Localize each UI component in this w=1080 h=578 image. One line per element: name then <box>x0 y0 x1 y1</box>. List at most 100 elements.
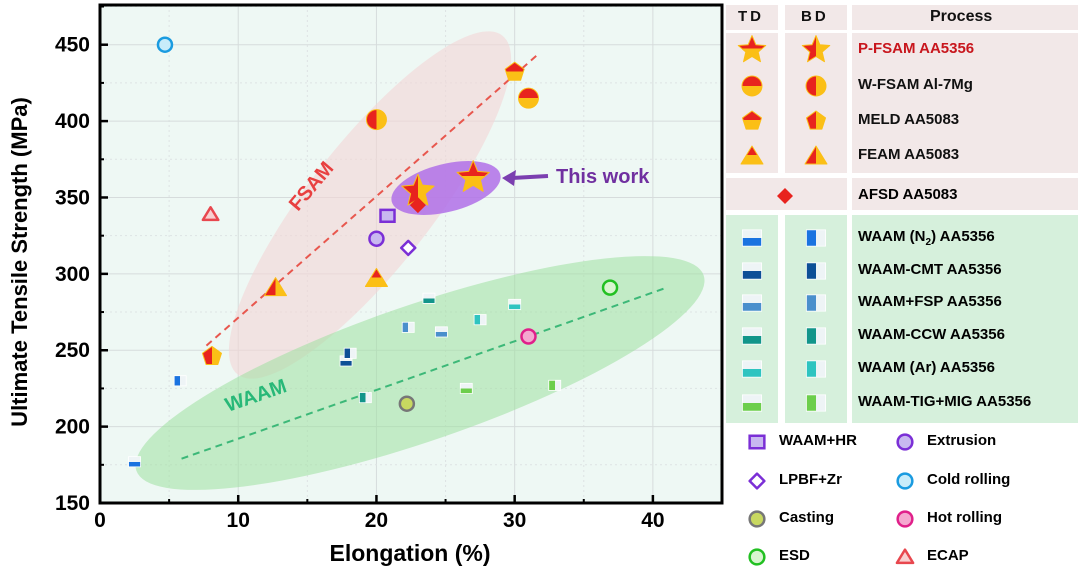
legend-marker-waam-ccw-aa5356-bd <box>806 327 827 345</box>
point-waam-tig-mig-aa5356-td <box>459 382 473 394</box>
y-tick-label: 150 <box>55 492 90 515</box>
legend-marker-afsd-aa5083 <box>777 188 793 204</box>
x-tick-label: 30 <box>503 509 526 532</box>
legend-marker-p-fsam-aa5356-bd <box>801 35 831 63</box>
point-extrusion <box>368 230 385 247</box>
legend-marker-waam-fsp-aa5356-bd <box>806 294 827 312</box>
point-w-fsam-al-7mg-td <box>517 87 539 109</box>
x-tick-label: 10 <box>227 509 250 532</box>
legend-marker-casting <box>748 510 766 528</box>
legend-label-afsd-aa5083: AFSD AA5083 <box>858 186 958 203</box>
legend-marker-waam-ar-aa5356-td <box>742 360 763 378</box>
point-meld-aa5083-td <box>504 61 525 81</box>
legend-header-td: TD <box>738 8 764 25</box>
point-waam-fsp-aa5356-bd <box>401 321 415 333</box>
legend-label-esd: ESD <box>779 547 810 564</box>
point-waam-ar-aa5356-td <box>508 298 522 310</box>
legend-label-w-fsam-al-7mg: W-FSAM Al-7Mg <box>858 76 973 93</box>
legend-marker-esd <box>748 548 766 566</box>
y-axis-label: Ultimate Tensile Strength (MPa) <box>7 97 32 427</box>
point-hot-rolling <box>520 328 537 345</box>
legend-header-process: Process <box>930 8 993 25</box>
point-waam-fsp-aa5356-td <box>435 326 448 338</box>
legend-marker-extrusion <box>896 433 914 451</box>
point-esd <box>601 279 619 296</box>
legend-label-meld-aa5083: MELD AA5083 <box>858 111 960 128</box>
legend-label-p-fsam-aa5356: P-FSAM AA5356 <box>858 40 975 57</box>
point-feam-aa5083-bd <box>264 277 288 297</box>
waam-region <box>135 256 705 490</box>
this-work-arrow <box>511 174 549 180</box>
point-waam-ar-aa5356-bd <box>473 314 487 326</box>
legend-marker-p-fsam-aa5356-td <box>737 35 767 63</box>
point-casting <box>398 395 416 412</box>
point-meld-aa5083-bd <box>201 345 222 365</box>
legend-label-waam-ar-aa5356: WAAM (Ar) AA5356 <box>858 359 995 376</box>
x-tick-label: 20 <box>365 509 388 532</box>
legend-label-feam-aa5083: FEAM AA5083 <box>858 146 960 163</box>
point-waam-n2-aa5356-td <box>128 456 141 468</box>
legend-marker-waam-cmt-aa5356-td <box>742 262 763 280</box>
legend-label-hot-rolling: Hot rolling <box>927 509 1002 526</box>
legend-label-ecap: ECAP <box>927 547 969 564</box>
point-waam-cmt-aa5356-bd <box>343 347 357 359</box>
legend-marker-w-fsam-al-7mg-bd <box>805 75 827 97</box>
legend-marker-waam-ar-aa5356-bd <box>806 360 827 378</box>
point-ecap <box>201 206 220 222</box>
y-tick-label: 300 <box>55 263 90 286</box>
legend-marker-waam-hr <box>748 434 766 450</box>
legend-label-casting: Casting <box>779 509 835 526</box>
legend-label-cold-rolling: Cold rolling <box>927 471 1011 488</box>
x-tick-label: 40 <box>641 509 664 532</box>
legend-marker-waam-fsp-aa5356-td <box>742 294 763 312</box>
point-cold-rolling <box>156 36 174 53</box>
trend-line-fsam <box>205 54 538 347</box>
legend-marker-meld-aa5083-td <box>741 110 763 130</box>
legend-marker-hot-rolling <box>896 510 914 528</box>
legend-marker-waam-n2-aa5356-td <box>742 229 763 247</box>
plot-frame <box>98 3 724 505</box>
point-waam-ccw-aa5356-td <box>422 292 436 304</box>
y-tick-label: 400 <box>55 110 90 133</box>
point-lpbf-zr <box>399 239 417 257</box>
point-p-fsam-aa5356-td <box>456 160 490 192</box>
legend-marker-waam-tig-mig-aa5356-bd <box>806 394 827 412</box>
point-waam-ccw-aa5356-bd <box>358 392 372 404</box>
legend-marker-waam-n2-aa5356-bd <box>806 229 827 247</box>
legend-label-waam-n2-aa5356: WAAM (N2) AA5356 <box>858 228 995 248</box>
legend-marker-feam-aa5083-bd <box>804 145 828 165</box>
y-tick-label: 200 <box>55 416 90 439</box>
x-tick-label: 0 <box>94 509 106 532</box>
point-waam-n2-aa5356-bd <box>173 375 187 387</box>
this-work-label: This work <box>556 166 650 188</box>
legend-marker-lpbf-zr <box>748 472 766 490</box>
legend-label-waam-tig-mig-aa5356: WAAM-TIG+MIG AA5356 <box>858 393 1032 410</box>
point-afsd-aa5083 <box>409 197 426 214</box>
legend-marker-waam-tig-mig-aa5356-td <box>742 394 763 412</box>
legend-header-bd: BD <box>801 8 829 25</box>
legend-marker-ecap <box>895 548 915 565</box>
x-axis-label: Elongation (%) <box>330 540 491 566</box>
legend-label-extrusion: Extrusion <box>927 432 997 449</box>
point-waam-tig-mig-aa5356-bd <box>548 379 562 391</box>
legend-marker-cold-rolling <box>896 472 914 490</box>
point-waam-hr <box>379 208 396 224</box>
this-work-arrowhead <box>502 170 516 186</box>
legend-marker-w-fsam-al-7mg-td <box>741 75 763 97</box>
y-tick-label: 250 <box>55 339 90 362</box>
y-tick-label: 450 <box>55 34 90 57</box>
fsam-region <box>228 31 512 379</box>
legend-marker-meld-aa5083-bd <box>805 110 827 130</box>
legend-label-waam-fsp-aa5356: WAAM+FSP AA5356 <box>858 293 1002 310</box>
legend-label-waam-ccw-aa5356: WAAM-CCW AA5356 <box>858 326 1005 343</box>
legend-label-waam-cmt-aa5356: WAAM-CMT AA5356 <box>858 261 1002 278</box>
legend-label-waam-hr: WAAM+HR <box>779 432 857 449</box>
point-feam-aa5083-td <box>364 267 388 287</box>
legend-marker-waam-ccw-aa5356-td <box>742 327 763 345</box>
legend-marker-feam-aa5083-td <box>740 145 764 165</box>
point-w-fsam-al-7mg-bd <box>365 109 387 131</box>
trend-line-waam <box>181 286 668 460</box>
legend-label-lpbf-zr: LPBF+Zr <box>779 471 842 488</box>
